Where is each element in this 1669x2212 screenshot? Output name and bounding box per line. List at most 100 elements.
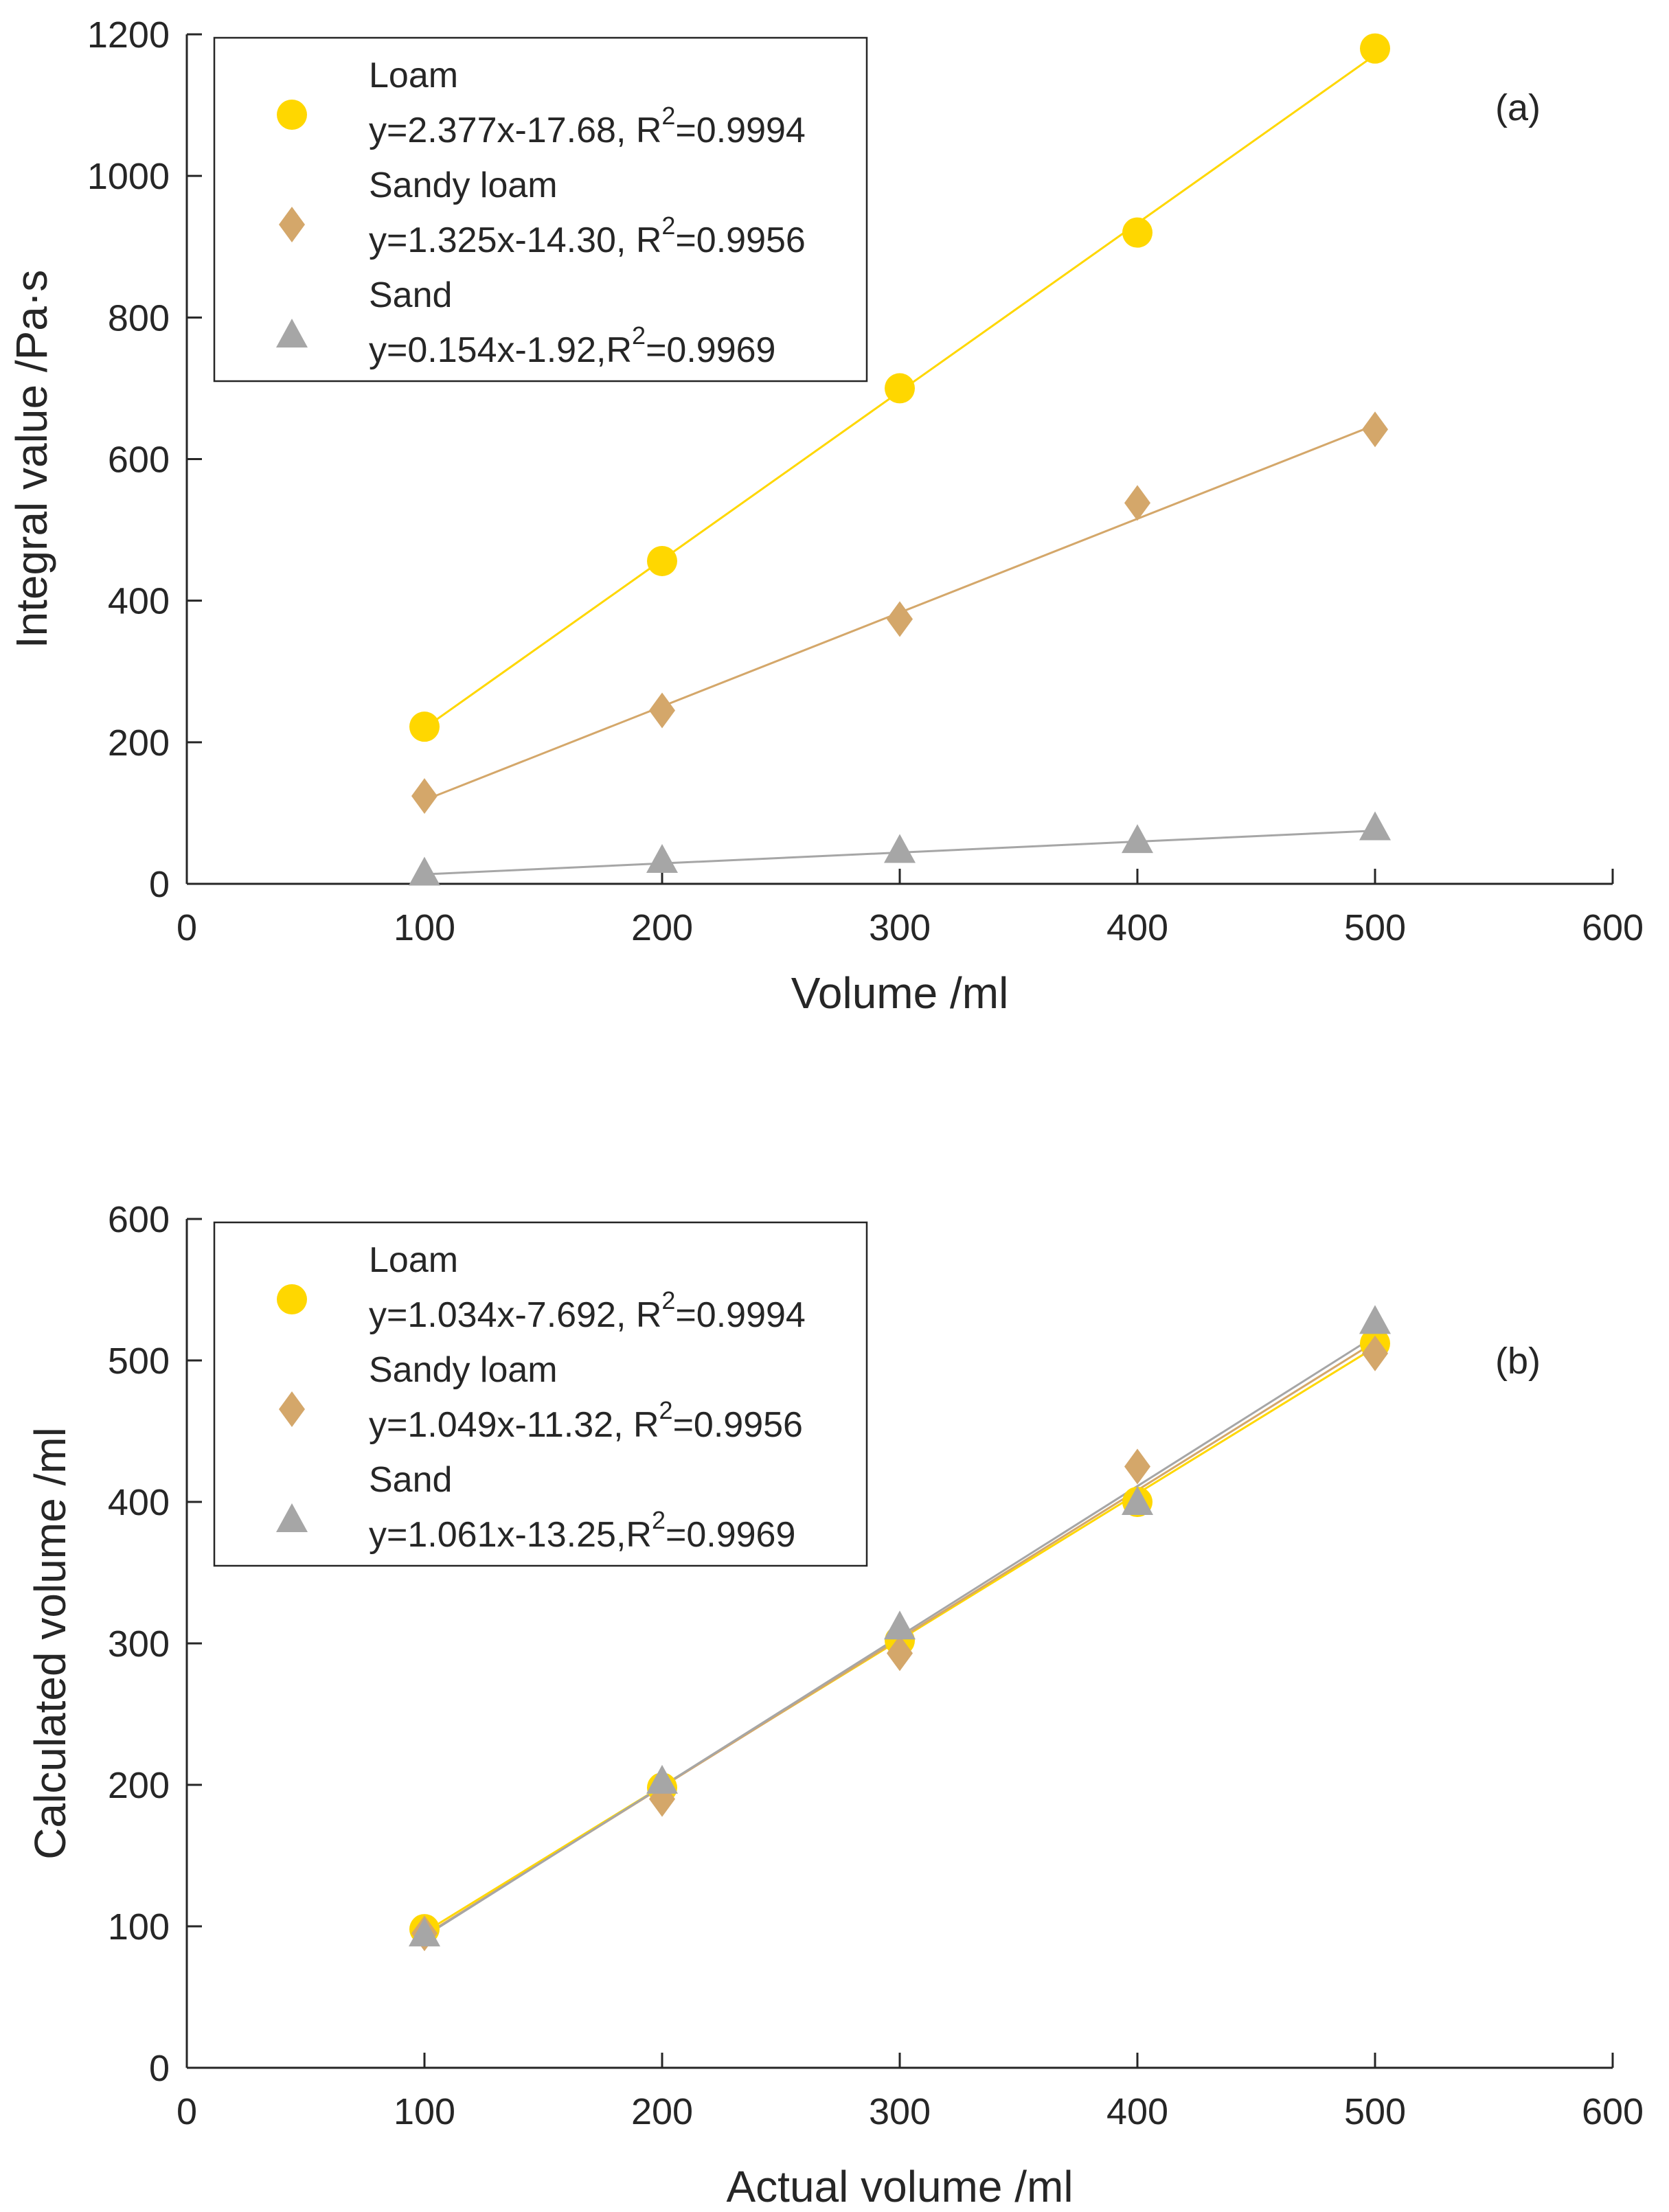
data-point-loam: [409, 711, 440, 742]
data-point-loam: [1122, 217, 1153, 248]
x-tick-label: 400: [1106, 907, 1168, 948]
data-point-loam: [1360, 33, 1390, 64]
legend-name-sandy-loam: Sandy loam: [369, 1350, 558, 1390]
y-tick-label: 400: [108, 1482, 170, 1523]
x-axis-title: Volume /ml: [791, 968, 1009, 1018]
y-axis-title: Calculated volume /ml: [25, 1427, 75, 1860]
data-point-loam: [647, 545, 677, 576]
legend-equation-sandy-loam: y=1.325x-14.30, R2=0.9956: [369, 212, 806, 260]
data-point-sand: [1359, 1305, 1391, 1334]
legend-marker-sand: [276, 319, 308, 347]
chart-panel-a: 0 100 200 300 400 500 600 0 200 400 600 800 1000 1200…: [7, 14, 1644, 1018]
legend-name-sandy-loam: Sandy loam: [369, 166, 558, 205]
superscript-2: 2: [659, 1396, 673, 1424]
y-tick-label: 0: [149, 2048, 170, 2089]
data-point-sand: [1359, 811, 1391, 841]
x-tick-label: 300: [869, 2091, 931, 2132]
y-axis-title: Integral value /Pa·s: [7, 270, 56, 648]
x-tick-label: 600: [1582, 907, 1644, 948]
legend-equation-sand: y=1.061x-13.25,R2=0.9969: [369, 1506, 795, 1555]
x-tick-label: 300: [869, 907, 931, 948]
legend-equation-loam: y=1.034x-7.692, R2=0.9994: [369, 1286, 806, 1335]
data-point-sand: [409, 856, 440, 886]
x-tick-label: 400: [1106, 2091, 1168, 2132]
x-tick-label: 100: [394, 907, 455, 948]
data-point-loam: [885, 373, 915, 404]
y-tick-label: 600: [108, 1199, 170, 1240]
data-point-sandy-loam: [887, 1635, 913, 1672]
y-tick-label: 300: [108, 1623, 170, 1665]
equation-text: y=1.061x-13.25,R: [369, 1515, 652, 1555]
data-point-sand: [1122, 1486, 1153, 1515]
legend-marker-loam: [277, 100, 307, 130]
y-tick-label: 400: [108, 581, 170, 622]
y-tick-label: 200: [108, 1765, 170, 1806]
superscript-2: 2: [632, 321, 646, 350]
y-tick-label: 600: [108, 440, 170, 481]
legend-marker-sand: [276, 1503, 308, 1532]
legend-marker-sandy-loam: [279, 207, 305, 242]
superscript-2: 2: [661, 1286, 675, 1314]
x-axis-title: Actual volume /ml: [726, 2162, 1073, 2211]
r2-value: =0.9956: [675, 220, 805, 260]
legend-box: [213, 36, 868, 383]
y-tick-label: 1000: [87, 156, 170, 197]
superscript-2: 2: [652, 1506, 666, 1534]
legend-equation-loam: y=2.377x-17.68, R2=0.9994: [369, 102, 806, 150]
data-point-sandy-loam: [1362, 411, 1388, 448]
legend-name-loam: Loam: [369, 1240, 458, 1280]
equation-text: y=1.034x-7.692, R: [369, 1295, 661, 1335]
equation-text: y=1.325x-14.30, R: [369, 220, 661, 260]
x-tick-label: 0: [177, 2091, 197, 2132]
data-point-sandy-loam: [649, 692, 675, 729]
legend-name-loam: Loam: [369, 56, 458, 95]
y-tick-label: 0: [149, 864, 170, 905]
data-point-sandy-loam: [1124, 1448, 1150, 1485]
data-point-sandy-loam: [887, 601, 913, 637]
legend-box: [213, 1221, 868, 1567]
legend-marker-loam: [277, 1284, 307, 1314]
x-tick-label: 600: [1582, 2091, 1644, 2132]
legend-equation-sand: y=0.154x-1.92,R2=0.9969: [369, 321, 775, 370]
legend-marker-sandy-loam: [279, 1391, 305, 1427]
data-point-sand: [646, 843, 678, 873]
y-tick-label: 500: [108, 1341, 170, 1382]
x-tick-label: 200: [631, 2091, 693, 2132]
data-point-sand: [646, 1764, 678, 1794]
equation-text: y=2.377x-17.68, R: [369, 111, 661, 150]
y-tick-label: 800: [108, 297, 170, 339]
y-tick-label: 200: [108, 722, 170, 764]
equation-text: y=0.154x-1.92,R: [369, 330, 632, 370]
data-point-sand: [884, 1610, 916, 1640]
panel-label: (b): [1495, 1341, 1541, 1382]
r2-value: =0.9956: [673, 1405, 803, 1445]
legend-equation-sandy-loam: y=1.049x-11.32, R2=0.9956: [369, 1396, 803, 1445]
x-tick-label: 0: [177, 907, 197, 948]
x-tick-label: 500: [1344, 2091, 1406, 2132]
superscript-2: 2: [661, 102, 675, 130]
y-tick-label: 100: [108, 1906, 170, 1948]
data-point-sand: [1122, 824, 1153, 854]
data-point-sand: [409, 1917, 440, 1947]
data-point-sandy-loam: [1124, 485, 1150, 521]
data-point-sandy-loam: [1362, 1335, 1388, 1371]
chart-panel-b: 0 100 200 300 400 500 600 0 100 200 300 400 500 600 Ac…: [25, 1199, 1644, 2211]
y-tick-label: 1200: [87, 14, 170, 56]
x-tick-label: 100: [394, 2091, 455, 2132]
data-point-sandy-loam: [411, 778, 438, 814]
legend-name-sand: Sand: [369, 275, 452, 315]
equation-text: y=1.049x-11.32, R: [369, 1405, 659, 1445]
r2-value: =0.9969: [646, 330, 775, 370]
panel-label: (a): [1495, 87, 1541, 128]
superscript-2: 2: [661, 212, 675, 240]
r2-value: =0.9994: [675, 111, 805, 150]
data-point-sand: [884, 834, 916, 863]
x-tick-label: 200: [631, 907, 693, 948]
x-tick-label: 500: [1344, 907, 1406, 948]
r2-value: =0.9994: [675, 1295, 805, 1335]
legend-name-sand: Sand: [369, 1460, 452, 1500]
r2-value: =0.9969: [666, 1515, 795, 1555]
